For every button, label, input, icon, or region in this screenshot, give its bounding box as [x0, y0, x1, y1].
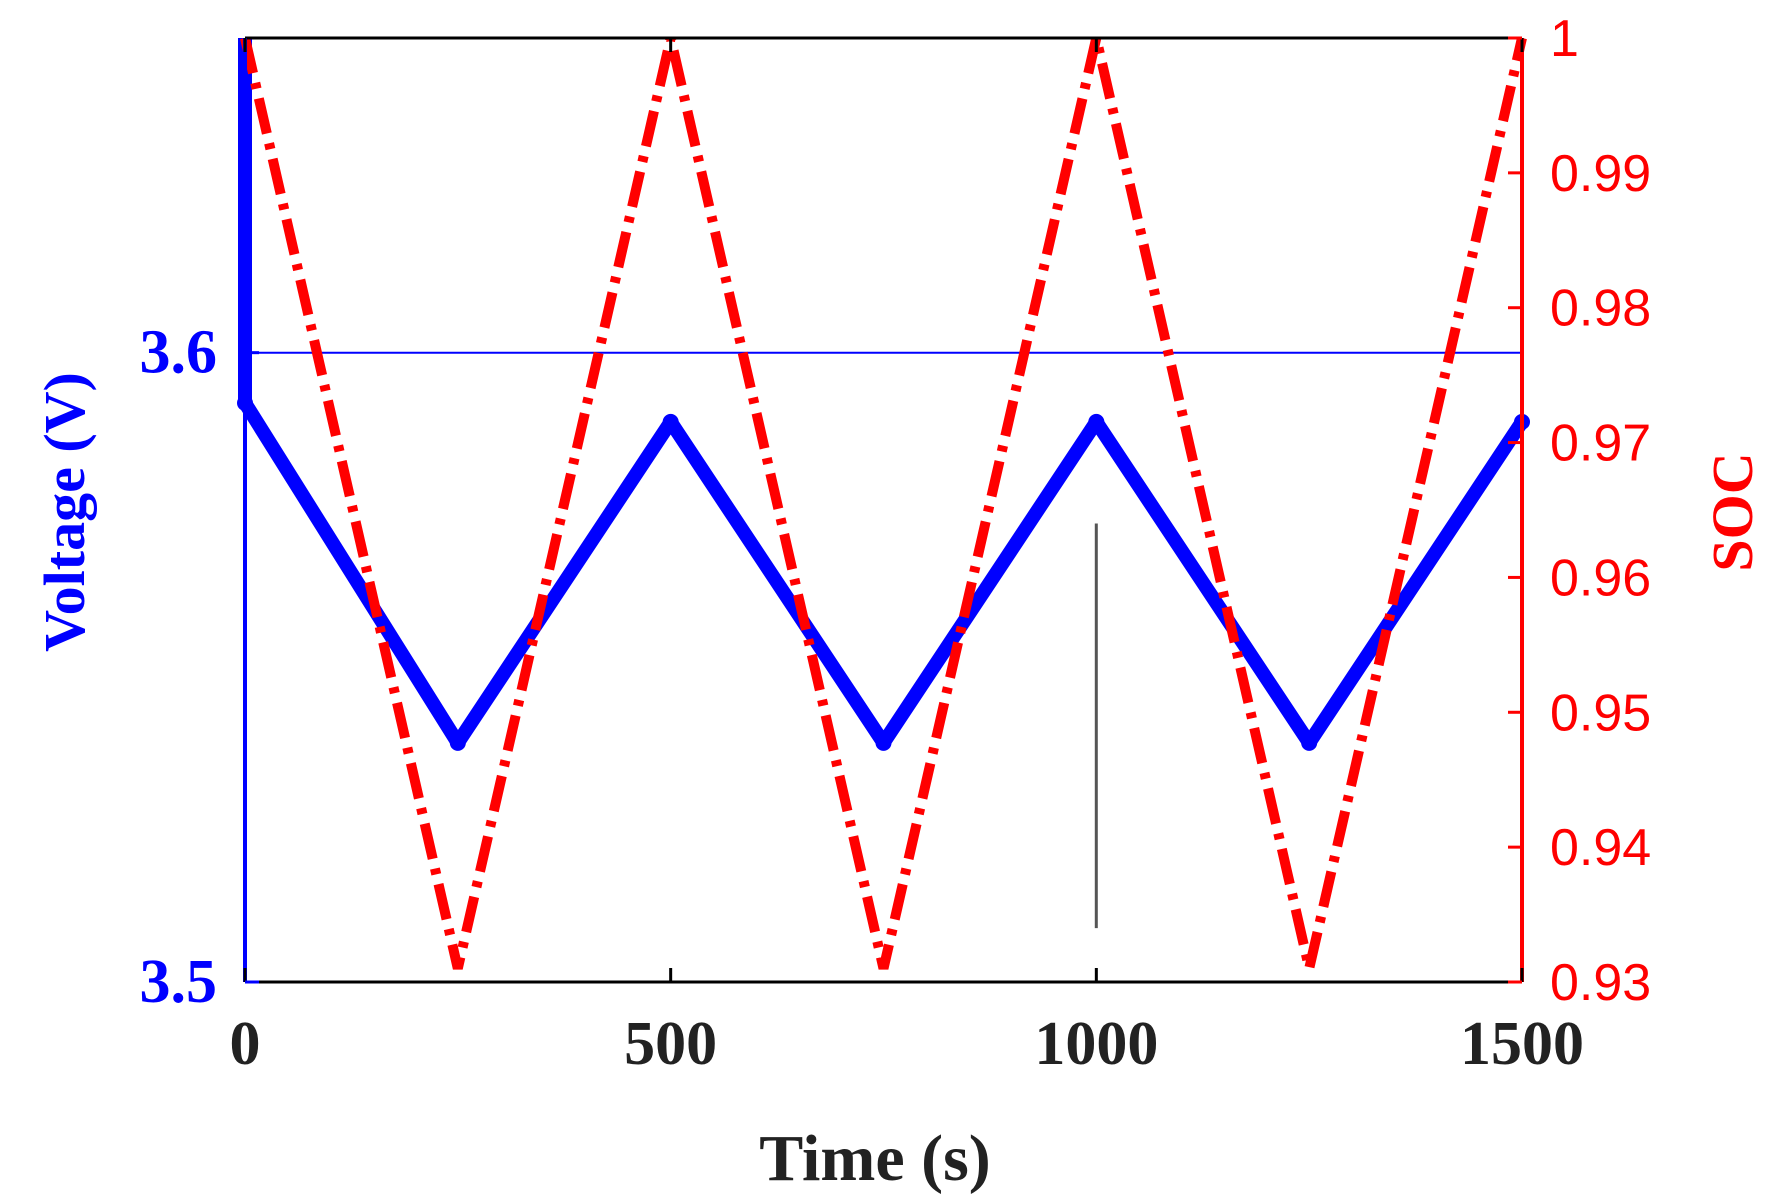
right-y-tick-label: 0.97 [1550, 415, 1651, 473]
x-axis-ticks: 0 500 1000 1500 [230, 38, 1584, 1078]
left-y-axis-label: Voltage (V) [32, 372, 97, 652]
axes-layer [243, 36, 1524, 984]
left-y-axis-ticks: 3.5 3.6 [140, 319, 259, 1016]
plot-background [245, 38, 1522, 982]
voltage-point [449, 734, 466, 751]
voltage-point [875, 734, 892, 751]
x-tick-label: 0 [230, 1010, 261, 1078]
right-y-tick-label: 0.94 [1550, 819, 1651, 877]
right-y-tick-label: 0.96 [1550, 549, 1651, 607]
voltage-point [1088, 413, 1105, 430]
right-y-tick-label: 0.98 [1550, 280, 1651, 338]
right-y-tick-label: 0.99 [1550, 145, 1651, 203]
x-tick-label: 500 [624, 1010, 717, 1078]
voltage-series-line [238, 38, 1528, 750]
left-y-tick-label: 3.6 [140, 319, 218, 387]
x-tick-label: 1000 [1034, 1010, 1158, 1078]
right-y-tick-label: 0.93 [1550, 954, 1651, 1012]
voltage-point [1301, 734, 1318, 751]
right-y-tick-label: 0.95 [1550, 684, 1651, 742]
right-y-tick-label: 1 [1550, 10, 1579, 68]
right-y-axis-ticks: 0.93 0.94 0.95 0.96 0.97 0.98 0.99 1 [1508, 10, 1651, 1012]
soc-series-line [240, 36, 1527, 970]
x-tick-label: 1500 [1460, 1010, 1584, 1078]
plot-frame [245, 38, 1522, 982]
x-axis-label: Time (s) [759, 1122, 991, 1195]
left-y-tick-label: 3.5 [140, 948, 218, 1016]
right-y-axis-label: SOC [1700, 452, 1765, 571]
voltage-point [662, 413, 679, 430]
